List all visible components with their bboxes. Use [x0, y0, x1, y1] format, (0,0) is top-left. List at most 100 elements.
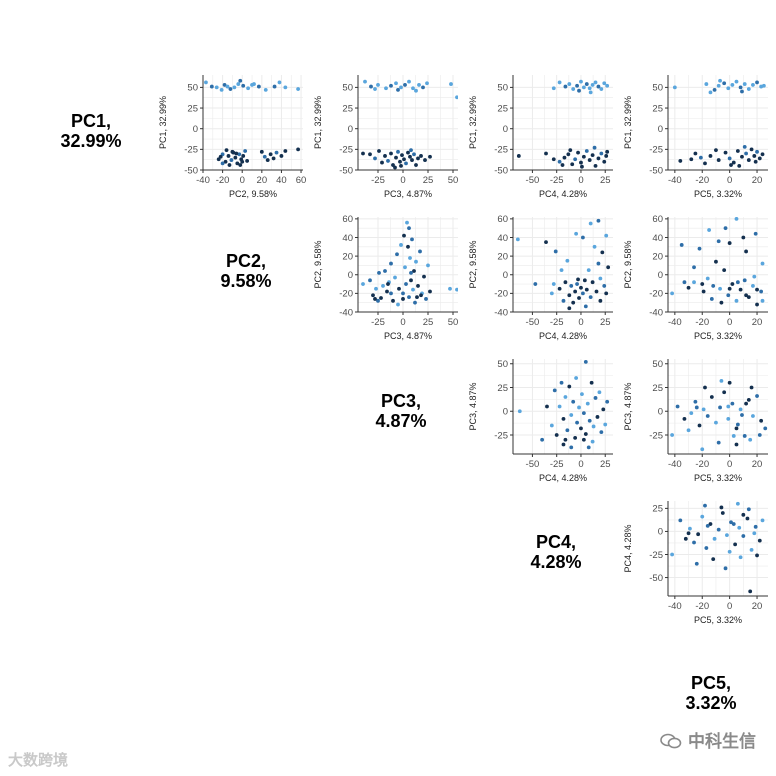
data-point	[567, 82, 572, 86]
data-point	[214, 85, 219, 90]
data-point	[563, 84, 568, 89]
data-point	[593, 163, 598, 168]
data-point	[737, 163, 742, 168]
data-point	[581, 85, 586, 90]
data-point	[361, 282, 365, 286]
data-point	[593, 80, 598, 85]
data-point	[296, 147, 300, 152]
data-point	[283, 149, 288, 153]
data-point	[389, 261, 393, 266]
x-tick-label: 50	[448, 175, 459, 186]
panel-pc4-vs-pc5-background	[668, 501, 768, 596]
data-point	[752, 274, 757, 279]
data-point	[727, 286, 732, 291]
data-point	[591, 424, 596, 429]
data-point	[412, 269, 416, 273]
x-tick-label: 25	[423, 317, 434, 328]
data-point	[596, 261, 601, 266]
wechat-icon	[660, 733, 682, 749]
data-point	[586, 268, 591, 272]
data-point	[245, 159, 250, 163]
panel-pc1-vs-pc3-background	[358, 75, 458, 170]
data-point	[682, 280, 687, 285]
panel-pc1-vs-pc5-background	[668, 75, 768, 170]
data-point	[265, 158, 270, 162]
data-point	[722, 81, 727, 86]
data-point	[377, 149, 381, 153]
data-point	[757, 433, 762, 437]
data-point	[692, 540, 696, 545]
diag-label-pc5-name: PC5,	[691, 673, 731, 693]
data-point	[689, 157, 694, 162]
data-point	[716, 440, 721, 445]
data-point	[577, 88, 581, 93]
data-point	[755, 394, 759, 398]
data-point	[709, 297, 714, 301]
data-point	[569, 413, 574, 417]
data-point	[726, 404, 731, 409]
data-point	[544, 240, 548, 245]
data-point	[716, 83, 721, 88]
data-point	[408, 256, 412, 260]
data-point	[574, 231, 579, 236]
data-point	[423, 158, 427, 162]
x-tick-label: 0	[727, 317, 732, 328]
data-point	[740, 154, 744, 159]
data-point	[384, 86, 388, 91]
data-point	[686, 428, 691, 433]
data-point	[723, 150, 728, 155]
data-point	[413, 300, 417, 305]
y-tick-label: 20	[652, 251, 663, 262]
data-point	[448, 286, 452, 291]
data-point	[738, 85, 743, 90]
data-point	[678, 159, 683, 163]
data-point	[416, 284, 420, 288]
data-point	[606, 265, 611, 270]
x-tick-label: -20	[216, 175, 230, 186]
diag-label-pc3-pct: 4.87%	[375, 411, 426, 431]
panel-pc2-vs-pc3: -25 0 25 50 -40 -20 0 20 40 60 PC3, 4.87% PC2, 9.58…	[313, 214, 458, 341]
data-point	[731, 522, 736, 526]
panel-pc3-vs-pc4-x-axis-title: PC4, 4.28%	[539, 473, 587, 483]
panel-pc1-vs-pc2-x-axis-title: PC2, 9.58%	[229, 189, 277, 199]
data-point	[686, 285, 691, 290]
data-point	[398, 159, 402, 164]
data-point	[742, 82, 747, 86]
data-point	[735, 149, 740, 153]
x-tick-label: -20	[695, 601, 709, 612]
data-point	[421, 85, 425, 90]
data-point	[735, 501, 740, 506]
data-point	[689, 411, 694, 416]
y-tick-label: -25	[649, 145, 663, 156]
data-point	[735, 422, 740, 427]
data-point	[410, 237, 414, 242]
data-point	[723, 566, 728, 571]
diag-label-pc5-pct: 3.32%	[685, 693, 736, 713]
x-tick-label: 25	[600, 459, 611, 470]
data-point	[380, 160, 384, 165]
panel-pc1-vs-pc4-background	[513, 75, 613, 170]
panel-pc1-vs-pc4: -50 -25 0 25 50 25 0 -25 -50 PC4, 4.28% PC1, 32.99…	[468, 75, 613, 199]
data-point	[553, 249, 558, 254]
data-point	[567, 384, 572, 389]
data-point	[563, 437, 568, 442]
data-point	[734, 79, 739, 84]
diag-label-pc4-name: PC4,	[536, 532, 576, 552]
data-point	[579, 285, 583, 290]
data-point	[391, 298, 395, 303]
y-tick-label: -25	[494, 430, 508, 441]
data-point	[573, 435, 578, 440]
data-point	[703, 385, 707, 390]
data-point	[573, 289, 578, 294]
data-point	[708, 522, 713, 526]
data-point	[228, 87, 233, 91]
data-point	[593, 396, 598, 400]
data-point	[516, 154, 521, 158]
data-point	[225, 84, 230, 89]
data-point	[403, 265, 407, 270]
data-point	[220, 161, 225, 166]
data-point	[584, 287, 589, 292]
data-point	[407, 79, 411, 84]
x-tick-label: -25	[371, 317, 385, 328]
data-point	[714, 420, 718, 425]
